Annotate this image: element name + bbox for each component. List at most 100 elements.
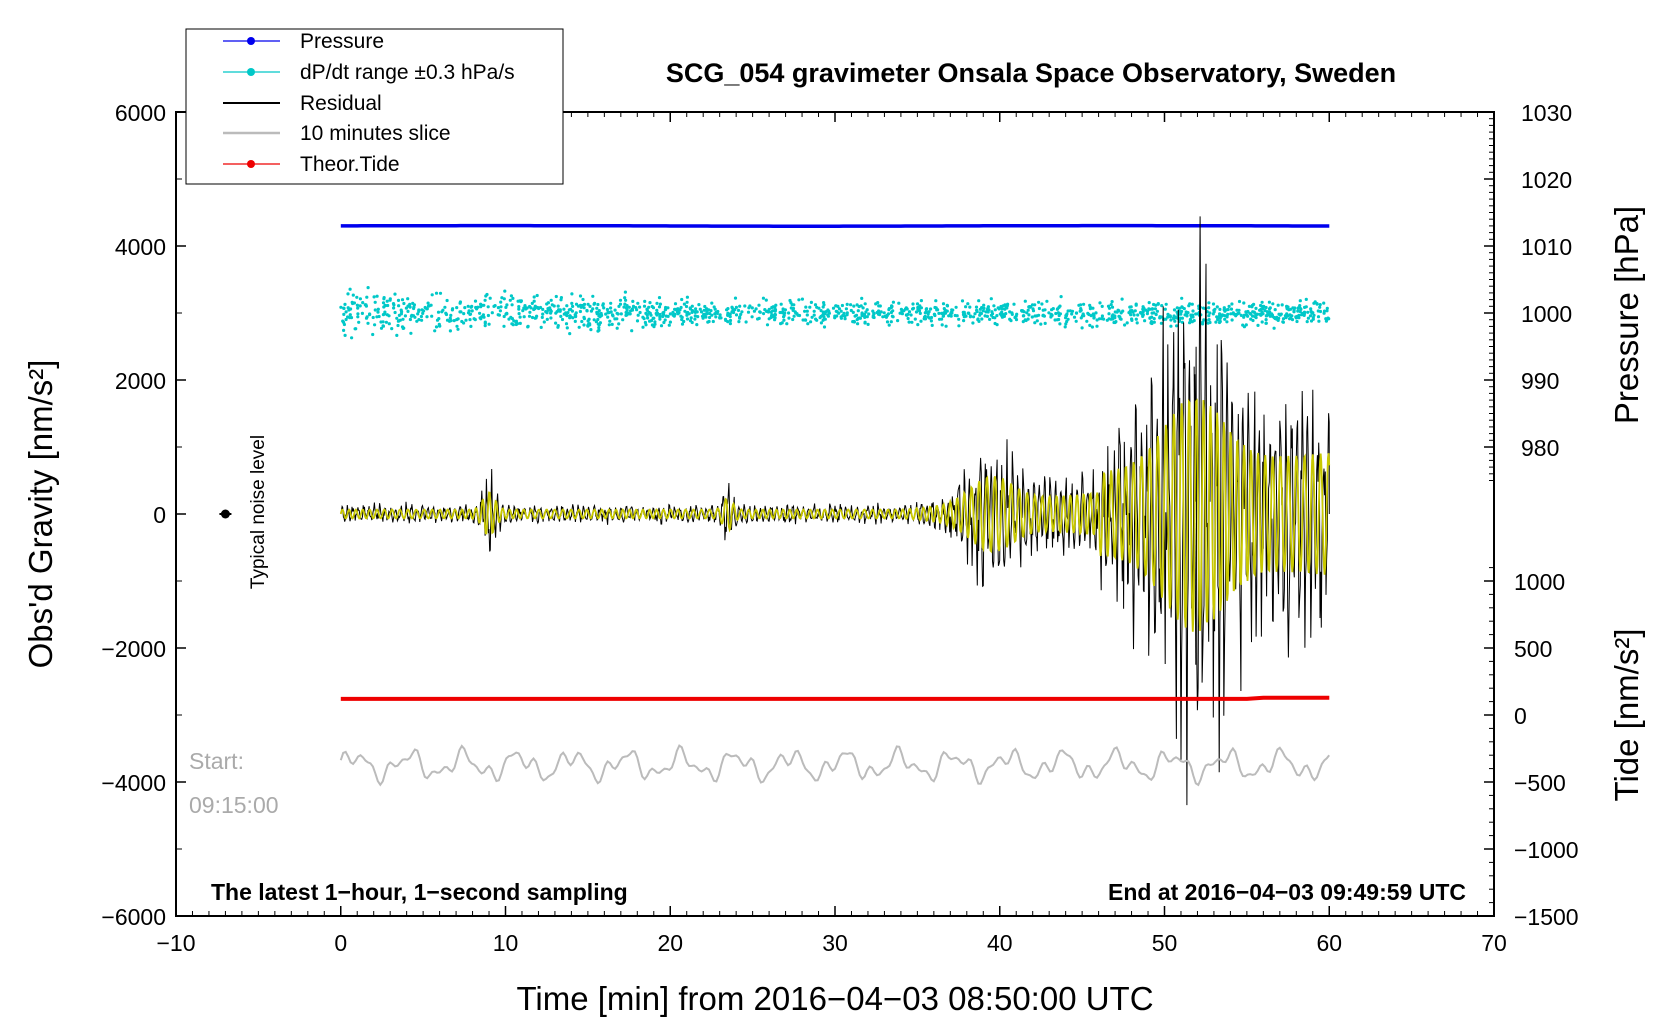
dpdt-point bbox=[456, 327, 460, 331]
slice-line bbox=[339, 744, 1330, 787]
dpdt-point bbox=[822, 325, 827, 329]
dpdt-point bbox=[626, 311, 630, 315]
dpdt-point bbox=[1296, 309, 1300, 313]
dpdt-point bbox=[522, 315, 526, 319]
dpdt-point bbox=[945, 303, 949, 307]
dpdt-point bbox=[673, 302, 678, 306]
dpdt-point bbox=[668, 312, 673, 316]
dpdt-point bbox=[560, 317, 565, 322]
dpdt-point bbox=[680, 322, 685, 326]
dpdt-point bbox=[1051, 307, 1055, 311]
dpdt-point bbox=[1173, 319, 1177, 323]
dpdt-point bbox=[496, 306, 500, 310]
dpdt-point bbox=[1045, 299, 1049, 303]
dpdt-point bbox=[1265, 310, 1270, 314]
dpdt-point bbox=[445, 298, 449, 303]
dpdt-point bbox=[591, 307, 595, 311]
dpdt-point bbox=[992, 304, 996, 308]
dpdt-point bbox=[812, 313, 816, 317]
dpdt-point bbox=[631, 299, 635, 303]
dpdt-point bbox=[514, 319, 519, 323]
dpdt-point bbox=[1166, 315, 1170, 319]
dpdt-point bbox=[1309, 319, 1314, 323]
dpdt-point bbox=[641, 325, 645, 329]
dpdt-point bbox=[550, 303, 554, 307]
dpdt-point bbox=[667, 323, 671, 327]
pressure-tick-label: 990 bbox=[1521, 368, 1559, 394]
dpdt-point bbox=[929, 307, 933, 311]
dpdt-point bbox=[1072, 315, 1077, 319]
dpdt-point bbox=[479, 305, 483, 309]
x-axis-title: Time [min] from 2016−04−03 08:50:00 UTC bbox=[516, 980, 1153, 1017]
dpdt-point bbox=[1089, 314, 1093, 318]
dpdt-point bbox=[757, 303, 761, 307]
dpdt-point bbox=[624, 298, 628, 302]
legend-label-slice: 10 minutes slice bbox=[300, 122, 451, 145]
dpdt-point bbox=[1237, 311, 1241, 315]
dpdt-point bbox=[1218, 307, 1222, 311]
dpdt-point bbox=[1207, 318, 1211, 322]
dpdt-point bbox=[1000, 310, 1004, 314]
dpdt-point bbox=[914, 310, 919, 314]
dpdt-point bbox=[967, 311, 971, 315]
dpdt-point bbox=[856, 322, 860, 326]
dpdt-point bbox=[971, 321, 975, 325]
dpdt-point bbox=[490, 311, 494, 315]
dpdt-point bbox=[483, 298, 487, 302]
dpdt-point bbox=[486, 305, 490, 309]
dpdt-point bbox=[1289, 307, 1293, 311]
dpdt-point bbox=[1148, 316, 1152, 320]
dpdt-point bbox=[1260, 310, 1264, 314]
dpdt-point bbox=[919, 319, 923, 323]
dpdt-point bbox=[1169, 324, 1173, 328]
dpdt-point bbox=[817, 306, 821, 310]
dpdt-point bbox=[976, 318, 980, 322]
dpdt-point bbox=[708, 315, 712, 320]
dpdt-point bbox=[412, 305, 416, 309]
dpdt-point bbox=[1066, 309, 1070, 313]
dpdt-point bbox=[1152, 317, 1156, 321]
dpdt-point bbox=[545, 302, 549, 306]
dpdt-point bbox=[647, 310, 651, 314]
dpdt-point bbox=[765, 309, 770, 313]
dpdt-point bbox=[436, 310, 441, 314]
dpdt-point bbox=[835, 314, 839, 318]
dpdt-point bbox=[1318, 303, 1322, 307]
y-axis-title-tide: Tide [nm/s²] bbox=[1608, 629, 1645, 802]
dpdt-point bbox=[604, 312, 608, 316]
dpdt-point bbox=[968, 305, 972, 309]
x-tick-label: 10 bbox=[493, 930, 519, 956]
dpdt-point bbox=[905, 313, 909, 317]
dpdt-point bbox=[942, 307, 946, 311]
dpdt-point bbox=[1033, 314, 1037, 318]
dpdt-point bbox=[1304, 297, 1308, 301]
dpdt-point bbox=[395, 333, 399, 337]
dpdt-point bbox=[690, 304, 694, 308]
dpdt-point bbox=[574, 315, 578, 319]
dpdt-point bbox=[907, 320, 911, 324]
dpdt-point bbox=[769, 310, 773, 314]
dpdt-point bbox=[1136, 313, 1140, 317]
dpdt-point bbox=[382, 305, 386, 309]
dpdt-point bbox=[417, 308, 421, 312]
dpdt-point bbox=[999, 304, 1003, 309]
dpdt-point bbox=[1247, 304, 1251, 308]
dpdt-point bbox=[361, 301, 365, 305]
series-layer bbox=[219, 216, 1331, 806]
dpdt-point bbox=[860, 296, 864, 300]
dpdt-point bbox=[537, 306, 541, 311]
dpdt-point bbox=[1294, 316, 1298, 320]
dpdt-point bbox=[1194, 312, 1198, 316]
dpdt-point bbox=[905, 307, 909, 311]
y-tick-label: −4000 bbox=[101, 770, 166, 796]
dpdt-point bbox=[1298, 299, 1302, 303]
dpdt-point bbox=[385, 313, 389, 317]
x-tick-label: 0 bbox=[334, 930, 347, 956]
dpdt-point bbox=[1143, 319, 1147, 323]
dpdt-point bbox=[1322, 301, 1326, 305]
dpdt-point bbox=[1027, 313, 1031, 317]
dpdt-point bbox=[1293, 306, 1297, 310]
dpdt-point bbox=[738, 304, 742, 308]
dpdt-point bbox=[448, 316, 452, 320]
dpdt-point bbox=[993, 308, 997, 312]
